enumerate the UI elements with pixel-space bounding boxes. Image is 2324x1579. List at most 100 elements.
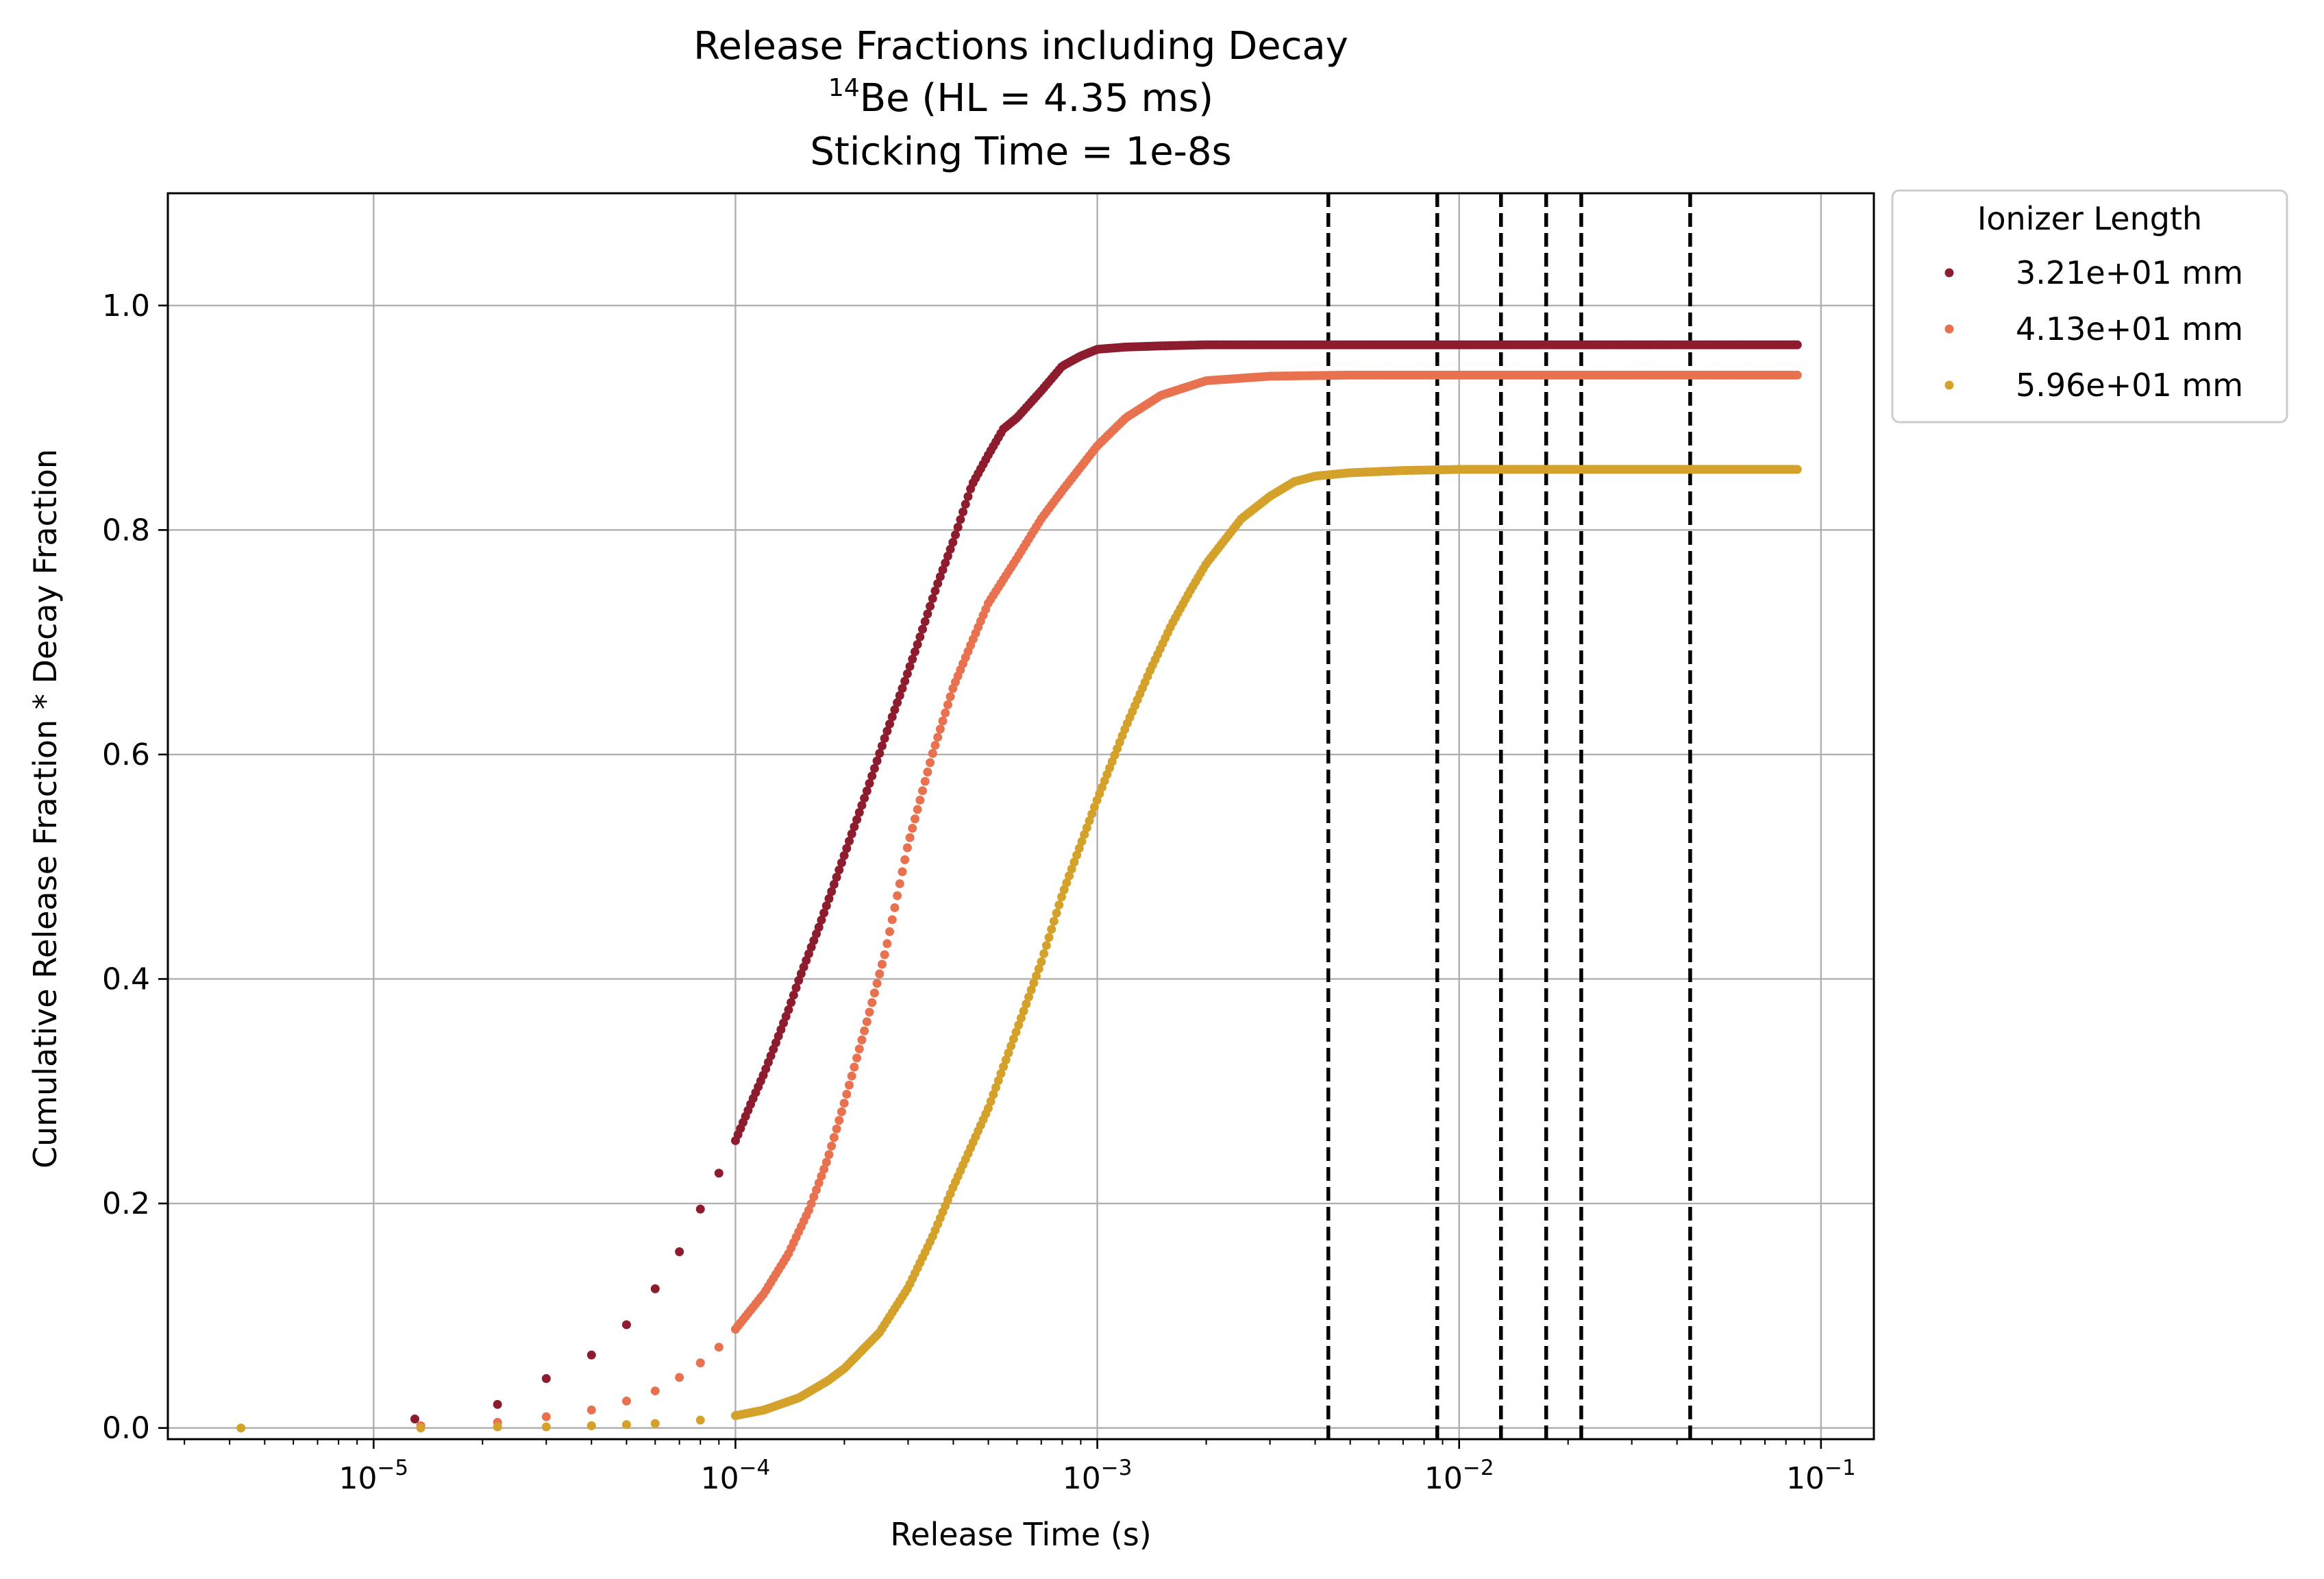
x-tick-base: 10 (1063, 1461, 1101, 1496)
x-tick-label: 10−2 (1424, 1456, 1494, 1496)
legend-box (1891, 189, 2288, 424)
data-point (819, 908, 829, 918)
data-point (862, 786, 872, 796)
data-point (493, 1422, 502, 1432)
legend-marker (1944, 380, 1954, 390)
data-point (893, 891, 902, 901)
legend: Ionizer Length 3.21e+01 mm 4.13e+01 mm 5.9… (1891, 189, 2288, 424)
x-axis-label: Release Time (s) (890, 1516, 1151, 1553)
data-point (541, 1412, 551, 1421)
legend-label: 4.13e+01 mm (2016, 310, 2243, 347)
data-point (926, 602, 935, 611)
data-point (1792, 340, 1802, 350)
data-point (850, 1062, 859, 1072)
data-point (695, 1358, 705, 1368)
data-point (898, 867, 907, 877)
data-point (714, 1343, 724, 1352)
series-2-points (416, 370, 1802, 1430)
data-point (989, 1090, 998, 1099)
plot-area (168, 193, 1874, 1439)
data-point (890, 705, 900, 715)
data-point (695, 1415, 705, 1425)
data-point (1039, 949, 1049, 959)
data-point (784, 1005, 793, 1014)
data-point (787, 998, 796, 1007)
data-point (236, 1423, 246, 1433)
data-point (827, 887, 837, 896)
data-point (1019, 1006, 1028, 1016)
data-point (882, 939, 892, 948)
data-point (829, 1133, 839, 1142)
data-point (917, 786, 927, 796)
data-point (928, 593, 937, 603)
data-point (930, 741, 940, 750)
data-point (913, 805, 922, 814)
data-point (996, 1069, 1006, 1079)
data-point (1029, 978, 1039, 988)
data-point (865, 779, 874, 788)
data-point (941, 708, 950, 718)
data-point (1034, 964, 1043, 974)
data-point (586, 1405, 596, 1415)
data-point (814, 1178, 824, 1188)
data-point (1792, 465, 1802, 474)
data-point (541, 1374, 551, 1384)
data-point (948, 537, 958, 547)
data-point (852, 1053, 862, 1063)
data-point (817, 1171, 826, 1181)
data-point (900, 855, 910, 864)
x-tick-base: 10 (338, 1461, 377, 1496)
data-point (910, 814, 919, 824)
data-point (1032, 971, 1041, 981)
y-tick-label: 0.6 (102, 737, 150, 772)
data-point (933, 578, 943, 588)
data-point (1085, 816, 1094, 826)
data-point (887, 915, 897, 925)
x-tick-exponent: −3 (1101, 1456, 1133, 1480)
data-point (714, 1168, 724, 1178)
data-point (847, 829, 856, 839)
data-point (920, 617, 930, 626)
data-point (877, 741, 887, 750)
data-point (1004, 1048, 1013, 1057)
data-point (1044, 933, 1054, 942)
data-point (791, 983, 801, 992)
data-point (908, 824, 917, 833)
data-point (541, 1422, 551, 1432)
data-point (950, 530, 960, 539)
series-3-points (236, 465, 1802, 1433)
data-point (650, 1419, 660, 1428)
data-point (902, 669, 912, 678)
series-1-points (410, 340, 1802, 1424)
x-tick-base: 10 (1424, 1461, 1463, 1496)
isotope-label: Be (HL = 4.35 ms) (860, 76, 1213, 121)
data-point (847, 1071, 856, 1081)
data-point (938, 565, 948, 574)
legend-label: 3.21e+01 mm (2016, 254, 2243, 291)
chart-title-line-3: Sticking Time = 1e-8s (810, 130, 1231, 174)
data-point (872, 979, 882, 988)
data-point (842, 844, 852, 853)
data-point (695, 1204, 705, 1214)
data-point (953, 522, 963, 532)
data-point (832, 1124, 841, 1134)
chart-title-line-2: 14Be (HL = 4.35 ms) (828, 74, 1213, 121)
x-tick-label: 10−3 (1063, 1456, 1133, 1496)
data-point (935, 724, 945, 734)
data-point (865, 1007, 874, 1017)
data-point (956, 515, 965, 524)
data-point (917, 624, 927, 634)
data-point (923, 767, 932, 776)
data-point (824, 1150, 834, 1160)
data-point (1041, 941, 1051, 951)
data-point (999, 1062, 1009, 1072)
isotope-mass-number: 14 (828, 74, 860, 102)
data-point (794, 976, 804, 986)
data-point (905, 833, 915, 842)
legend-marker (1944, 324, 1954, 334)
data-point (880, 950, 889, 959)
data-point (1014, 1020, 1024, 1030)
data-point (938, 716, 948, 726)
data-point (812, 1185, 821, 1195)
data-point (829, 879, 839, 889)
